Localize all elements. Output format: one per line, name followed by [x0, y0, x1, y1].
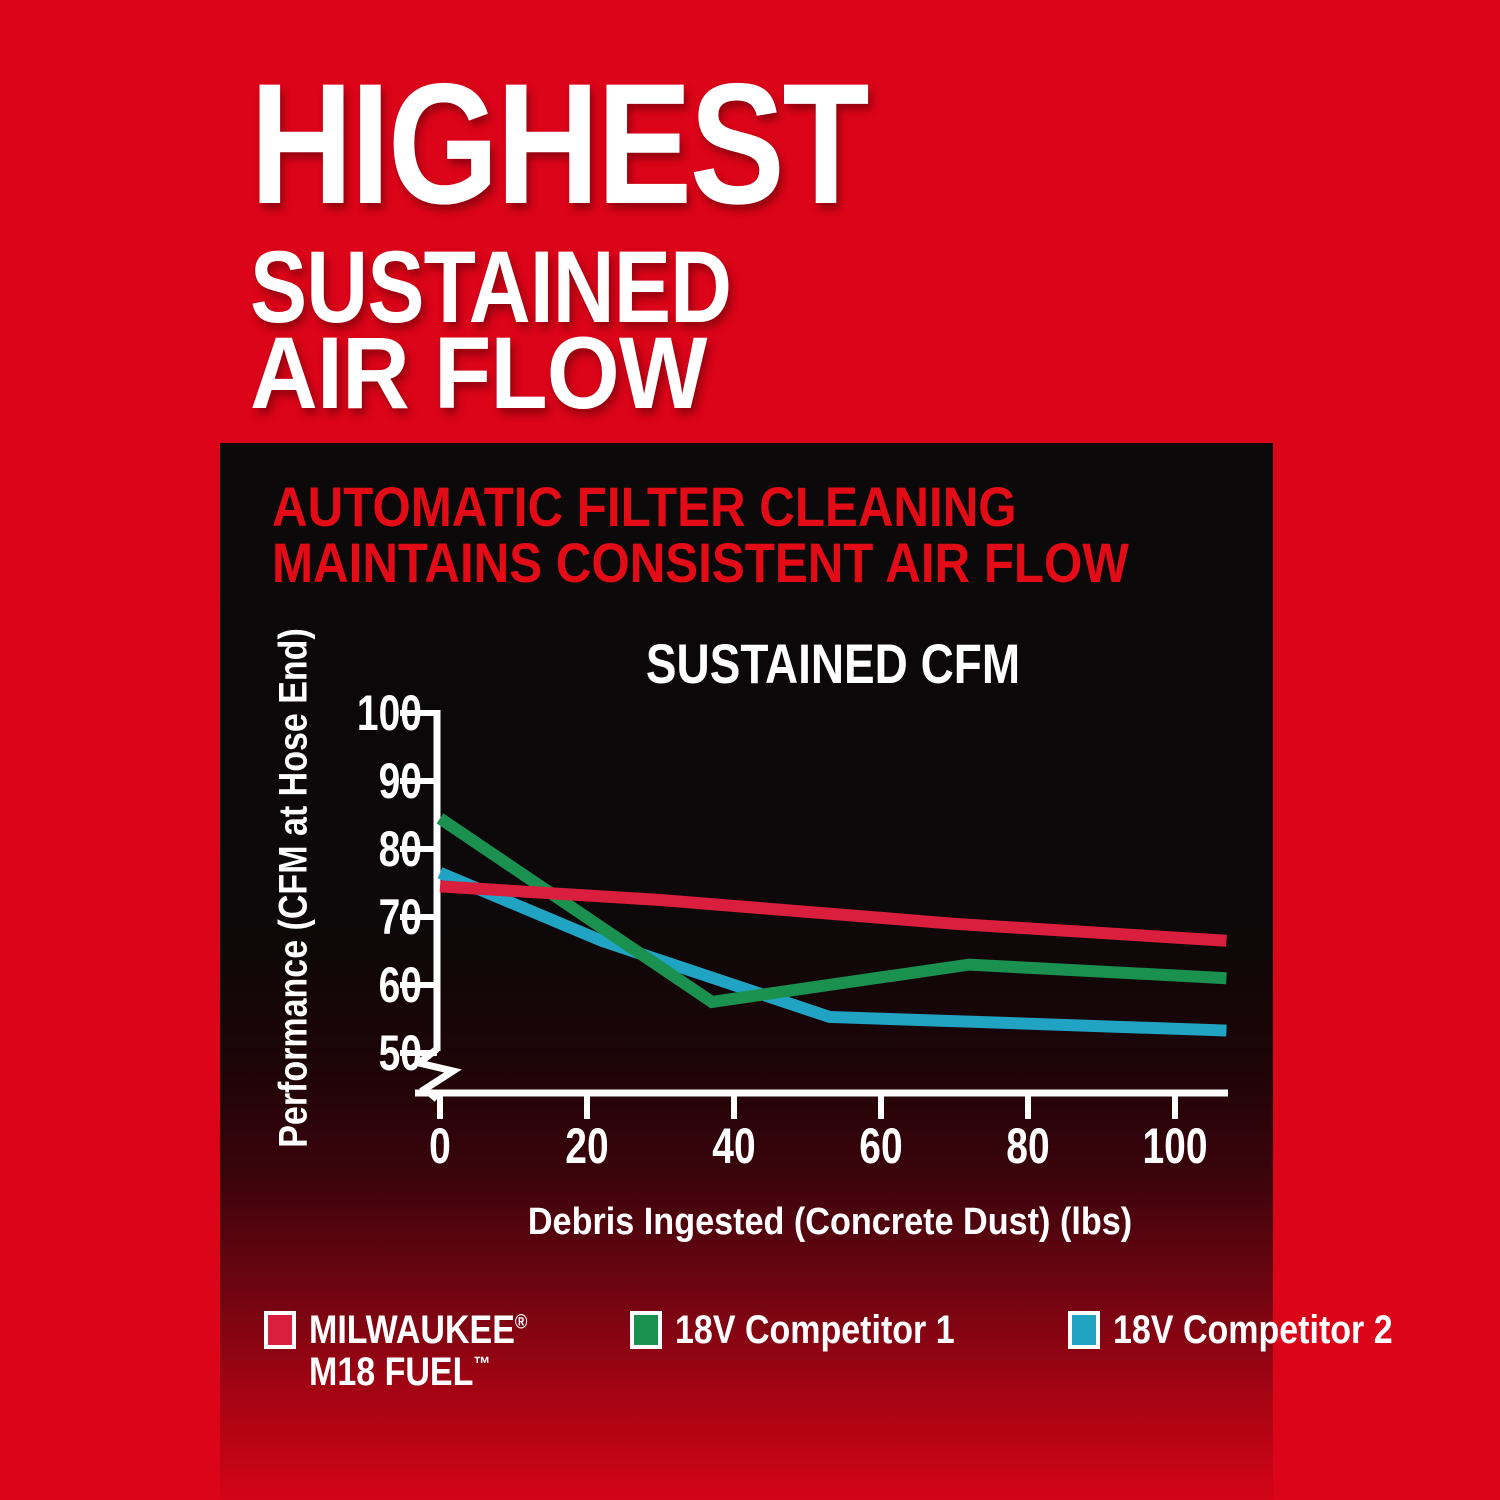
y-tick-label: 80	[378, 821, 422, 877]
legend-item: MILWAUKEE® M18 FUEL™	[264, 1309, 566, 1393]
legend-item: 18V Competitor 1	[629, 1308, 1004, 1352]
y-tick-label: 90	[378, 753, 422, 809]
panel-headline-line2: MAINTAINS CONSISTENT AIR FLOW	[272, 531, 1129, 594]
x-tick-label: 0	[429, 1118, 451, 1174]
chart-legend: MILWAUKEE® M18 FUEL™ 18V Competitor 1 18V C…	[264, 1309, 1442, 1393]
y-tick-label: 70	[378, 889, 422, 945]
chart-panel: AUTOMATIC FILTER CLEANING MAINTAINS CONS…	[220, 443, 1393, 1500]
line-chart	[400, 710, 1228, 1119]
legend-swatch	[629, 1311, 662, 1349]
legend-label: MILWAUKEE® M18 FUEL™	[309, 1308, 528, 1394]
hero-heading-line3: AIR FLOW	[250, 316, 707, 430]
x-tick-label: 100	[1142, 1118, 1208, 1174]
legend-swatch	[1067, 1311, 1100, 1349]
legend-label: 18V Competitor 1	[674, 1308, 955, 1352]
y-tick-label: 50	[378, 1025, 422, 1081]
chart-title: SUSTAINED CFM	[645, 632, 1021, 695]
legend-item: 18V Competitor 2	[1067, 1308, 1442, 1352]
series-line-18v-competitor-1	[436, 813, 1227, 1009]
legend-swatch	[264, 1311, 296, 1349]
panel-headline: AUTOMATIC FILTER CLEANING MAINTAINS CONS…	[272, 479, 1129, 591]
series-line-milwaukee-m18-fuel-	[439, 880, 1227, 947]
x-tick-label: 60	[859, 1118, 903, 1174]
series-line-18v-competitor-2	[437, 867, 1227, 1037]
x-tick-label: 40	[712, 1118, 756, 1174]
hero-heading-line1: HIGHEST	[250, 48, 870, 240]
panel-headline-line1: AUTOMATIC FILTER CLEANING	[272, 475, 1017, 538]
hero-heading-line2: SUSTAINED	[250, 230, 732, 344]
x-axis-title: Debris Ingested (Concrete Dust) (lbs)	[527, 1201, 1133, 1243]
y-tick-label: 60	[378, 957, 422, 1013]
legend-label: 18V Competitor 2	[1112, 1308, 1393, 1352]
x-tick-label: 80	[1006, 1118, 1050, 1174]
x-tick-label: 20	[565, 1118, 609, 1174]
y-tick-label: 100	[356, 685, 422, 741]
